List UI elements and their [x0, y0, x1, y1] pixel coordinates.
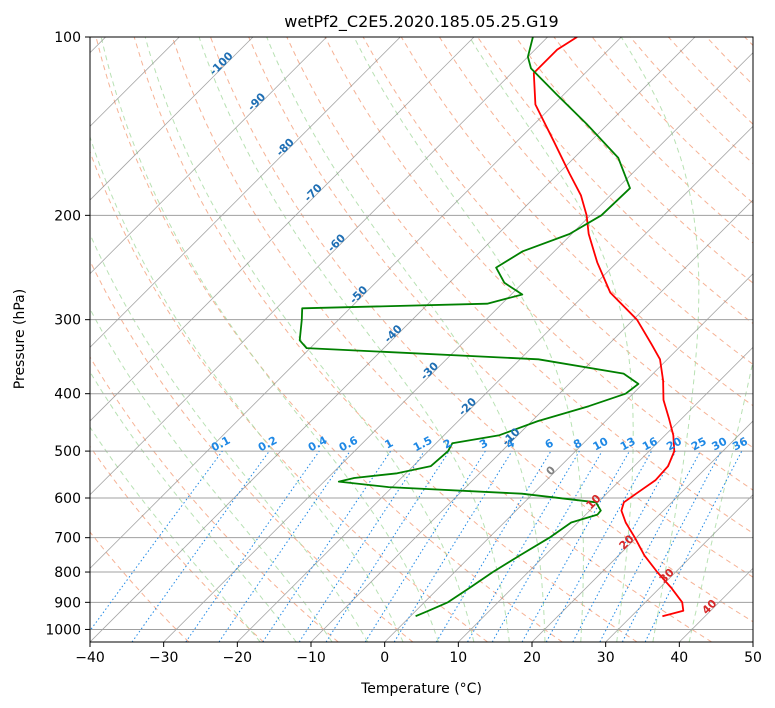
mixing-ratio-line: [545, 450, 653, 642]
x-tick-label: 30: [597, 650, 615, 666]
mixing-ratio-label: 25: [689, 435, 709, 454]
dry-adiabat: [171, 37, 712, 642]
mixing-ratio-line: [262, 450, 392, 642]
isotherm: [90, 37, 548, 496]
x-tick-label: 0: [380, 650, 389, 666]
mixing-ratio-line: [644, 450, 743, 642]
x-tick-label: −40: [75, 650, 105, 666]
isotherm: [90, 37, 254, 201]
mixing-ratio-line: [185, 450, 320, 642]
moist-adiabat: [90, 135, 404, 642]
dry-adiabat: [90, 150, 488, 642]
background-lines: [90, 37, 753, 642]
isotherm: [90, 37, 401, 348]
profile-series: [298, 37, 685, 618]
mixing-ratio-line: [521, 450, 630, 642]
moist-adiabat: [144, 37, 475, 642]
moist-adiabat: [620, 37, 700, 642]
mixing-ratio-line: [298, 450, 425, 642]
y-tick-label: 900: [54, 595, 81, 611]
isotherm: [90, 37, 327, 275]
x-tick-label: −20: [223, 650, 253, 666]
isotherm: [384, 273, 753, 642]
x-tick-label: 20: [523, 650, 541, 666]
y-tick-label: 200: [54, 208, 81, 224]
x-axis-label: Temperature (°C): [360, 681, 482, 697]
dry-adiabat: [248, 37, 753, 578]
y-axis-label: Pressure (hPa): [12, 289, 28, 389]
mixing-ratio-label: 30: [710, 435, 730, 454]
mixing-ratio-label: 36: [730, 435, 750, 454]
axes: −40 −30 −20 −10 0 10 20 30 40 50 100 200 300 400 500 60…: [45, 30, 762, 666]
chart-title: wetPf2_C2E5.2020.185.05.25.G19: [284, 12, 558, 32]
dry-adiabat: [90, 531, 190, 642]
isotherm: [605, 494, 753, 642]
y-tick-label: 400: [54, 387, 81, 403]
x-tick-label: 50: [744, 650, 762, 666]
x-tick-label: 10: [449, 650, 467, 666]
mixing-ratio-line: [572, 450, 677, 642]
mixing-ratio-label: 16: [640, 435, 660, 454]
mixing-ratio-line: [393, 450, 513, 642]
isotherm: [531, 420, 753, 642]
moist-adiabat: [353, 37, 584, 642]
isotherm: [163, 52, 753, 642]
mixing-ratio-line: [218, 450, 351, 642]
dry-adiabat: [210, 37, 753, 623]
moist-adiabat: [90, 426, 261, 642]
isotherm: [90, 37, 475, 422]
moist-adiabat: [266, 37, 546, 642]
moist-adiabat: [90, 232, 369, 642]
mixing-ratio-label: 10: [591, 435, 611, 454]
y-tick-label: 700: [54, 531, 81, 547]
mixing-ratio-label: 13: [618, 435, 638, 454]
mixing-ratio-line: [131, 450, 270, 642]
x-tick-label: −10: [296, 650, 326, 666]
y-tick-label: 300: [54, 313, 81, 329]
dewpoint-line: [298, 37, 640, 618]
y-tick-label: 600: [54, 491, 81, 507]
dry-adiabat: [90, 356, 339, 642]
y-tick-label: 800: [54, 565, 81, 581]
isotherm: [90, 37, 622, 569]
temperature-line: [532, 37, 685, 618]
x-tick-label: 40: [670, 650, 688, 666]
dry-adiabat: [515, 37, 753, 284]
plot-frame: [89, 36, 754, 643]
isotherm: [310, 199, 753, 642]
dry-adiabat: [133, 37, 638, 642]
isotherm: [237, 125, 753, 642]
y-tick-label: 500: [54, 444, 81, 460]
moist-adiabat: [100, 37, 439, 642]
x-tick-label: −30: [149, 650, 179, 666]
moist-adiabat: [90, 370, 297, 642]
y-tick-label: 1000: [45, 622, 81, 638]
dry-adiabat: [95, 37, 563, 642]
mixing-ratio-line: [325, 450, 450, 642]
dry-adiabat: [90, 445, 264, 642]
dry-adiabat: [438, 37, 753, 366]
mixing-ratio-label: 20: [664, 435, 684, 454]
isotherm: [90, 37, 696, 642]
dry-adiabat: [400, 37, 753, 407]
y-tick-label: 100: [54, 30, 81, 46]
isotherm: [458, 346, 753, 642]
mixing-ratio-line: [90, 450, 223, 632]
